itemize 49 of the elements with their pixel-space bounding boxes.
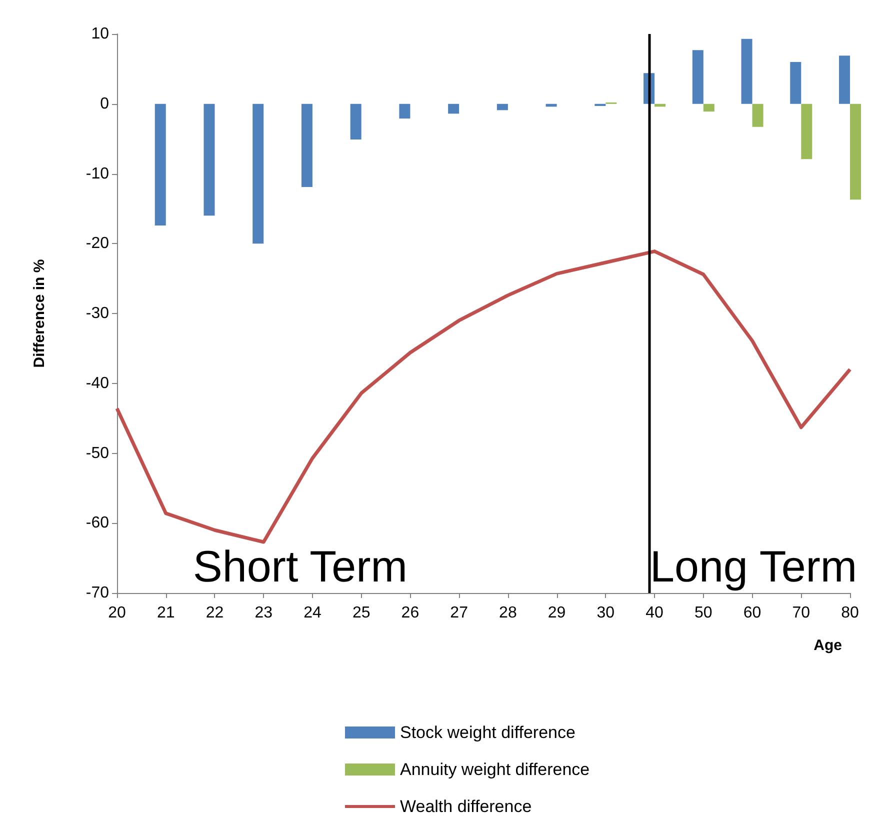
x-tick-label: 22	[206, 604, 224, 622]
x-tick-label: 20	[108, 604, 126, 622]
y-tick-label: -50	[86, 444, 110, 462]
y-tick-label: -70	[86, 584, 110, 602]
bar	[399, 104, 410, 119]
bar	[801, 104, 812, 160]
x-tick-label: 26	[401, 604, 420, 622]
y-tick-label: 10	[91, 26, 110, 42]
bar	[850, 104, 861, 200]
y-tick-label: -20	[86, 235, 110, 252]
bar	[204, 104, 215, 216]
x-tick-label: 27	[450, 604, 468, 622]
x-tick-label: 30	[596, 604, 615, 622]
x-tick-label: 23	[254, 604, 273, 622]
x-tick-label: 29	[548, 604, 566, 622]
x-tick-label: 80	[841, 604, 859, 622]
y-tick-label: 0	[100, 95, 110, 112]
bar	[448, 104, 460, 114]
bar	[703, 104, 714, 112]
x-tick-label: 25	[352, 604, 370, 622]
x-tick-label: 28	[499, 604, 517, 622]
bar	[350, 104, 362, 140]
y-tick-label: -40	[86, 374, 110, 392]
x-tick-label: 24	[304, 604, 322, 622]
annotation: Long Term	[650, 542, 858, 592]
x-tick-label: 50	[694, 604, 712, 622]
y-tick-label: -60	[86, 514, 110, 532]
bar	[301, 104, 312, 188]
bar	[741, 38, 752, 104]
y-tick-label: -10	[86, 165, 110, 182]
x-tick-label: 40	[646, 604, 664, 622]
bar	[752, 104, 764, 127]
bar	[496, 104, 508, 110]
legend-label: Annuity weight difference	[400, 760, 590, 779]
line-series	[115, 250, 852, 544]
bar	[839, 56, 850, 104]
bar	[252, 104, 264, 244]
legend-label: Wealth difference	[400, 797, 532, 816]
bar	[154, 104, 166, 226]
x-tick-label: 70	[792, 604, 810, 622]
x-axis-title: Age	[814, 637, 842, 654]
bar	[790, 62, 802, 104]
y-axis-title: Difference in %	[31, 259, 48, 368]
bar	[692, 50, 704, 104]
x-tick-label: 60	[743, 604, 762, 622]
annotation: Short Term	[193, 542, 408, 592]
y-tick-label: -30	[86, 305, 110, 322]
legend-label: Stock weight difference	[400, 723, 576, 742]
x-tick-label: 21	[156, 604, 175, 622]
